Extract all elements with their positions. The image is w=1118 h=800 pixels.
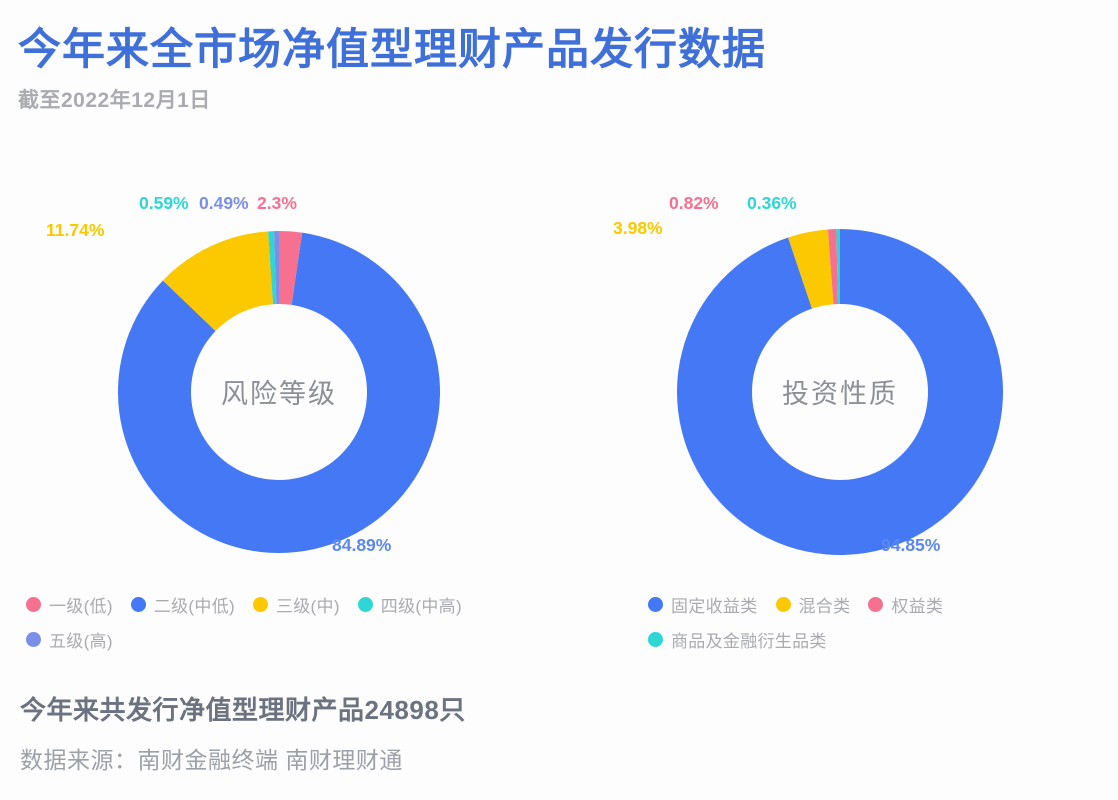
header: 今年来全市场净值型理财产品发行数据 截至2022年12月1日 (18, 26, 1098, 114)
legend-dot-icon (130, 597, 146, 612)
legend-dot-icon (252, 597, 268, 612)
page-title: 今年来全市场净值型理财产品发行数据 (18, 26, 766, 74)
legend-item-label: 权益类 (891, 597, 944, 616)
legend-item[interactable]: 四级(中高) (357, 592, 462, 617)
donut-slice[interactable] (274, 231, 279, 305)
legend-item-label: 一级(低) (49, 597, 113, 616)
legend-item-label: 固定收益类 (671, 597, 758, 616)
slice-percent-label: 3.98% (613, 218, 663, 238)
legend-dot-icon (775, 597, 791, 612)
legend-dot-icon (357, 597, 373, 612)
donut-slice[interactable] (279, 231, 303, 305)
legend-item-label: 三级(中) (275, 597, 340, 616)
legend-item-label: 混合类 (798, 597, 851, 616)
donut-slice[interactable] (677, 229, 1003, 555)
legend-dot-icon (648, 632, 663, 647)
donut-slice[interactable] (162, 231, 274, 332)
legend-item[interactable]: 混合类 (775, 592, 851, 617)
legend-dot-icon (868, 597, 884, 612)
legend-item[interactable]: 三级(中) (252, 592, 340, 617)
donut-slice[interactable] (268, 231, 277, 305)
donut-center-label-risk-level: 风险等级 (221, 379, 337, 409)
legend-item[interactable]: 一级(低) (26, 592, 113, 617)
legend-dot-icon (648, 597, 663, 612)
donut-annotations-risk-level: 11.74% 0.59% 0.49% 2.3% 84.89% (46, 193, 392, 555)
legend-item[interactable]: 五级(高) (26, 627, 113, 652)
donut-slice[interactable] (118, 232, 441, 553)
chart-risk-level: 风险等级 11.74% 0.59% 0.49% 2.3% 84.89% (0, 168, 559, 578)
slice-percent-label: 0.59% (139, 193, 189, 213)
slice-percent-label: 2.3% (257, 193, 297, 213)
footer-total-text: 今年来共发行净值型理财产品24898只 (20, 695, 466, 725)
slice-percent-label: 0.36% (747, 193, 797, 213)
chart-investment-nature: 投资性质 3.98% 0.82% 0.36% 94.85% (559, 168, 1118, 578)
slice-percent-label: 84.89% (332, 535, 392, 555)
legend-investment-nature: 固定收益类 混合类 权益类商品及金融衍生品类 (648, 592, 1078, 662)
legend-dot-icon (26, 632, 41, 647)
slice-percent-label: 0.82% (669, 193, 719, 213)
legend-item[interactable]: 固定收益类 (648, 592, 758, 617)
legend-item[interactable]: 商品及金融衍生品类 (648, 627, 827, 652)
slice-percent-label: 11.74% (46, 220, 105, 240)
legend-item-label: 五级(高) (49, 632, 113, 651)
legend-dot-icon (26, 597, 41, 612)
footer-source-text: 数据来源：南财金融终端 南财理财通 (20, 747, 403, 773)
charts-row: 风险等级 11.74% 0.59% 0.49% 2.3% 84.89% 投资性质 3.9… (0, 168, 1118, 578)
donut-chart-investment-nature: 投资性质 3.98% 0.82% 0.36% 94.85% (613, 193, 1003, 555)
donut-slices-investment-nature (677, 229, 1003, 555)
donut-annotations-investment-nature: 3.98% 0.82% 0.36% 94.85% (613, 193, 941, 555)
legend-risk-level: 一级(低) 二级(中低) 三级(中) 四级(中高) 五级(高) (26, 592, 536, 662)
legend-item-label: 四级(中高) (380, 597, 462, 616)
legend-item-label: 二级(中低) (153, 597, 235, 616)
footer: 今年来共发行净值型理财产品24898只 数据来源：南财金融终端 南财理财通 (20, 690, 1080, 775)
legend-item[interactable]: 二级(中低) (130, 592, 235, 617)
donut-chart-risk-level: 风险等级 11.74% 0.59% 0.49% 2.3% 84.89% (46, 193, 441, 555)
donut-slices-risk-level (118, 231, 441, 553)
legend-item-label: 商品及金融衍生品类 (671, 632, 827, 651)
donut-slice[interactable] (827, 229, 839, 305)
donut-center-label-investment-nature: 投资性质 (782, 379, 898, 409)
page-subtitle: 截至2022年12月1日 (18, 89, 211, 113)
donut-slice[interactable] (788, 229, 834, 309)
slice-percent-label: 94.85% (881, 535, 941, 555)
slice-percent-label: 0.49% (199, 193, 249, 213)
donut-slice[interactable] (836, 229, 840, 305)
legend-item[interactable]: 权益类 (868, 592, 943, 617)
